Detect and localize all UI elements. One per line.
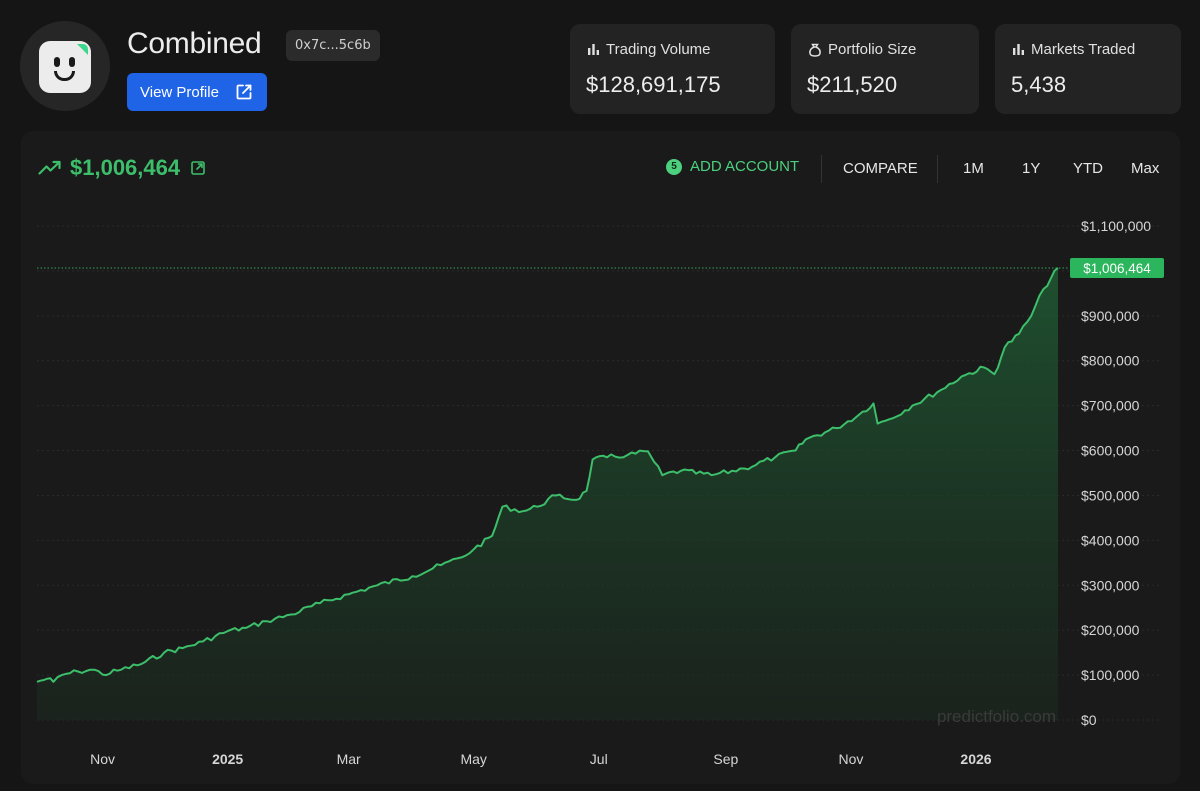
bar-chart-icon (588, 44, 599, 55)
money-bag-icon (809, 43, 821, 57)
y-tick-label: $100,000 (1081, 667, 1140, 683)
y-tick-label: $700,000 (1081, 398, 1140, 414)
chart-area-fill (37, 268, 1058, 720)
y-tick-label: $300,000 (1081, 577, 1140, 593)
stat-value: 5,438 (1011, 72, 1067, 97)
range-1y-button[interactable]: 1Y (1022, 160, 1041, 177)
y-tick-label: $0 (1081, 712, 1097, 728)
stat-card-markets-traded: Markets Traded 5,438 (995, 24, 1181, 114)
view-profile-label: View Profile (140, 83, 219, 101)
stat-label: Trading Volume (606, 41, 711, 58)
x-tick-label: Mar (337, 751, 361, 767)
range-ytd-button[interactable]: YTD (1073, 160, 1103, 177)
total-value-display: $1,006,464 (38, 155, 206, 181)
bar-chart-icon (1013, 44, 1024, 55)
y-tick-label: $600,000 (1081, 443, 1140, 459)
robot-face-icon (39, 41, 91, 93)
x-tick-label: 2025 (212, 751, 243, 767)
x-tick-label: May (460, 751, 486, 767)
x-tick-label: Jul (590, 751, 608, 767)
x-tick-label: Nov (838, 751, 863, 767)
current-value-label: $1,006,464 (1083, 261, 1151, 276)
y-tick-label: $800,000 (1081, 353, 1140, 369)
stat-value: $128,691,175 (586, 72, 721, 97)
watermark: predictfolio.com (937, 707, 1056, 726)
compare-button[interactable]: COMPARE (843, 160, 918, 177)
add-account-label: ADD ACCOUNT (690, 158, 800, 175)
x-tick-label: 2026 (960, 751, 991, 767)
chart-series-line (36, 267, 1059, 683)
wallet-address-badge[interactable]: 0x7c...5c6b (286, 30, 380, 61)
x-tick-label: Sep (713, 751, 738, 767)
external-link-icon[interactable] (190, 160, 206, 176)
y-tick-label: $1,100,000 (1081, 218, 1151, 234)
y-tick-label: $900,000 (1081, 308, 1140, 324)
add-account-button[interactable]: 5 ADD ACCOUNT (666, 158, 799, 175)
y-tick-label: $400,000 (1081, 532, 1140, 548)
total-value: $1,006,464 (70, 155, 181, 180)
avatar (20, 21, 110, 111)
trending-up-icon (38, 160, 61, 175)
range-max-button[interactable]: Max (1131, 160, 1160, 177)
external-link-icon (236, 84, 252, 100)
y-tick-label: $200,000 (1081, 622, 1140, 638)
y-tick-label: $500,000 (1081, 487, 1140, 503)
stat-card-portfolio-size: Portfolio Size $211,520 (791, 24, 979, 114)
stat-label: Markets Traded (1031, 41, 1136, 58)
current-value-tag: $1,006,464 (1070, 258, 1164, 279)
account-count-badge: 5 (666, 158, 682, 175)
page-title: Combined (127, 27, 262, 60)
range-1m-button[interactable]: 1M (963, 160, 984, 177)
view-profile-button[interactable]: View Profile (127, 73, 267, 111)
stat-value: $211,520 (807, 72, 898, 97)
x-tick-label: Nov (90, 751, 115, 767)
stat-card-trading-volume: Trading Volume $128,691,175 (570, 24, 775, 114)
stat-label: Portfolio Size (828, 41, 917, 58)
